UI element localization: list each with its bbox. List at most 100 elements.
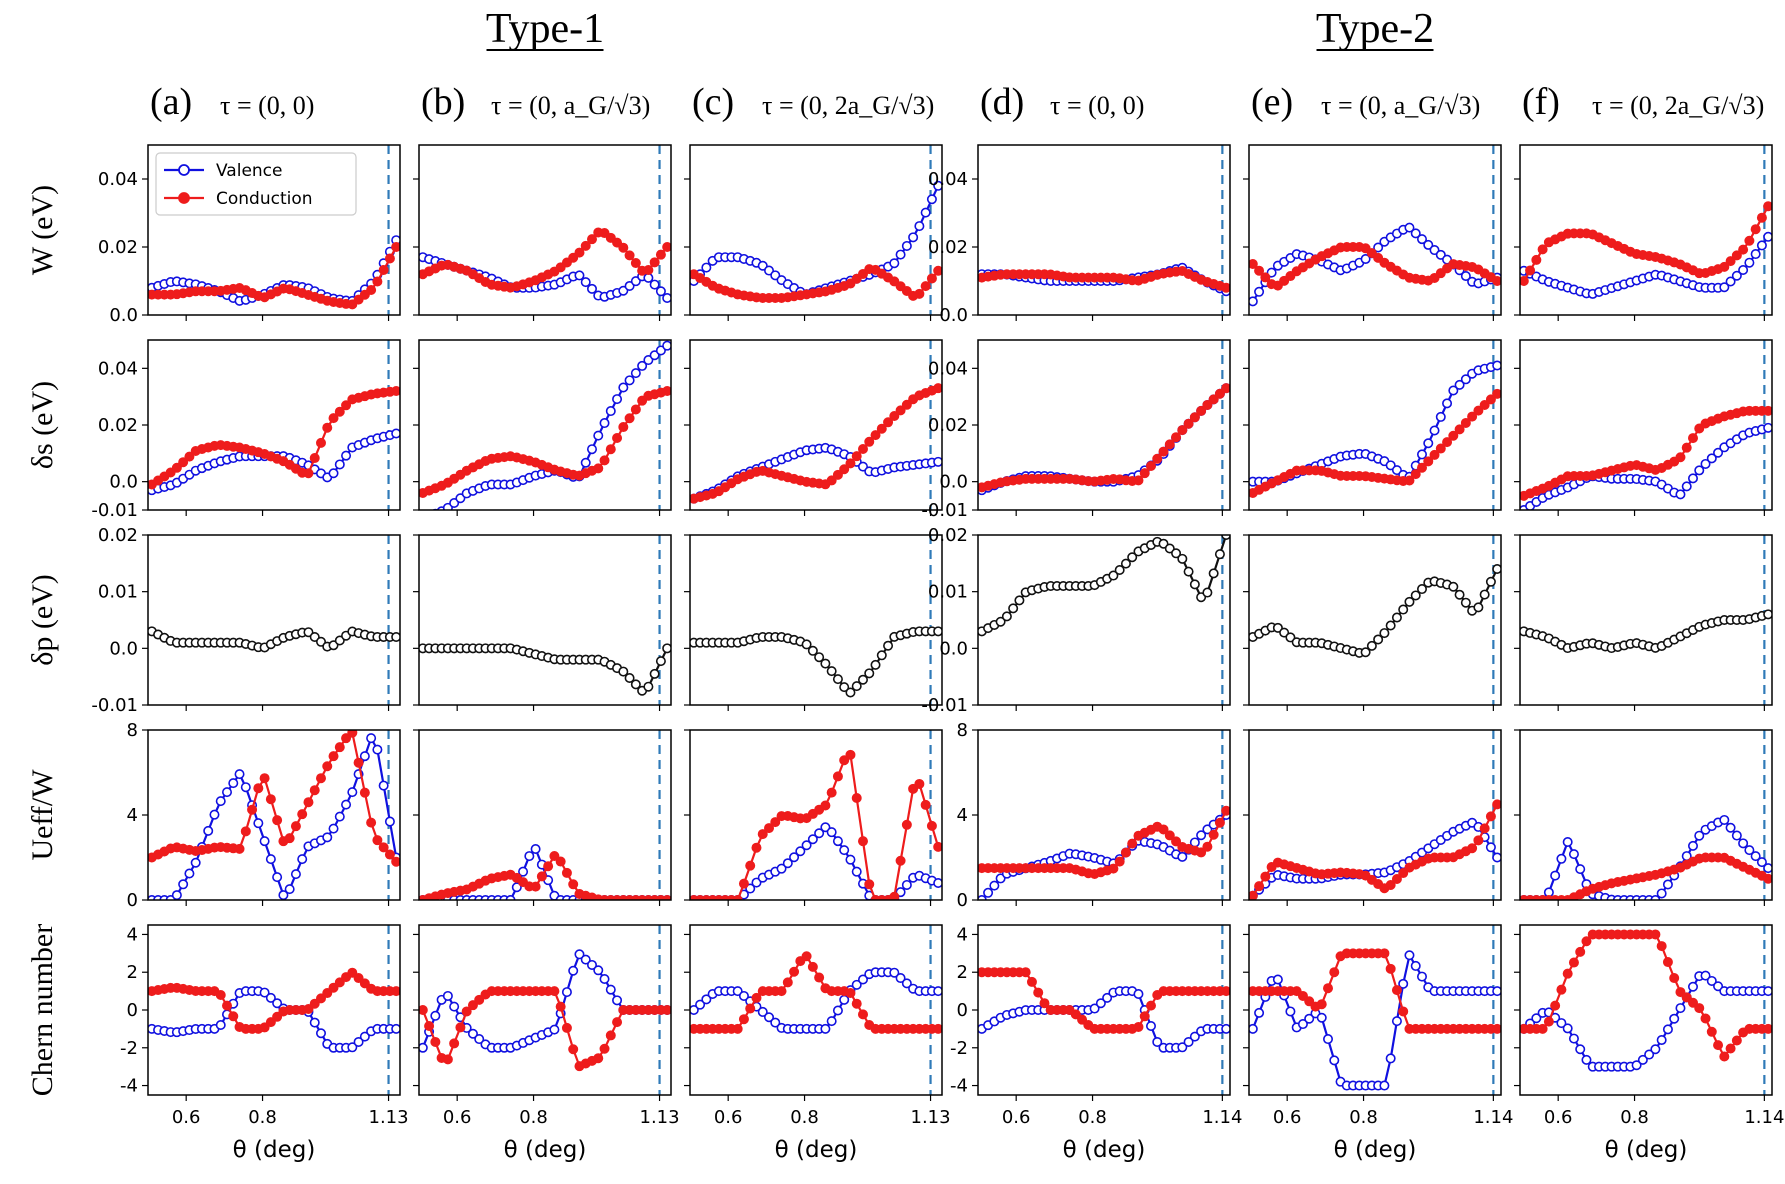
data-point <box>1644 1049 1655 1060</box>
data-point <box>586 959 597 970</box>
panel-b-delta_p <box>413 534 672 711</box>
y-tick-label: -2 <box>120 1038 138 1059</box>
data-point <box>419 1042 428 1053</box>
data-point <box>1221 383 1230 394</box>
y-tick-label: 4 <box>127 805 138 826</box>
data-point <box>883 417 894 428</box>
data-point <box>757 829 768 840</box>
data-point <box>259 773 270 784</box>
data-point <box>751 992 762 1003</box>
data-point <box>561 1022 572 1033</box>
panel-d-chern: -4 -2 0 2 4 0.6 0.8 1.14 θ (deg) <box>950 924 1242 1163</box>
data-point <box>1208 568 1219 579</box>
series-line-valence <box>1251 952 1498 1087</box>
data-point <box>738 990 749 1001</box>
panel-frame <box>689 924 943 1096</box>
data-point <box>1531 1013 1542 1024</box>
data-point <box>745 1003 756 1014</box>
data-point <box>1756 240 1767 251</box>
y-tick-label: 0 <box>957 1000 968 1021</box>
data-point <box>857 1009 868 1020</box>
data-point <box>1492 986 1501 997</box>
data-point <box>1562 968 1573 979</box>
panel-label: (d) <box>980 81 1024 123</box>
data-point <box>933 265 942 276</box>
data-point <box>1662 879 1673 890</box>
data-point <box>1221 282 1230 293</box>
data-point <box>1669 973 1680 984</box>
data-point <box>1183 1036 1194 1047</box>
panel-c-delta_p <box>684 534 943 711</box>
data-point <box>297 809 308 820</box>
data-point <box>1575 946 1586 957</box>
data-point <box>933 626 942 637</box>
panel-frame <box>977 144 1231 316</box>
x-axis-label: θ (deg) <box>233 1137 316 1163</box>
data-point <box>901 240 912 251</box>
data-point <box>1196 405 1207 416</box>
data-point <box>593 430 604 441</box>
data-point <box>425 512 433 520</box>
data-point <box>1196 830 1207 841</box>
data-point <box>171 890 182 900</box>
data-point <box>378 780 389 791</box>
data-point <box>1249 890 1258 900</box>
data-point <box>630 679 641 690</box>
panel-label: (a) <box>150 81 192 123</box>
data-point <box>391 242 400 252</box>
data-point <box>1750 224 1761 235</box>
data-point <box>789 966 800 977</box>
data-point <box>1260 272 1271 283</box>
data-point <box>1008 603 1019 614</box>
data-point <box>782 977 793 988</box>
data-point <box>290 869 301 880</box>
data-point <box>599 1043 610 1054</box>
data-point <box>857 974 868 985</box>
x-tick-label: 0.6 <box>714 1107 743 1128</box>
data-point <box>1416 584 1427 595</box>
data-point <box>536 871 547 882</box>
data-point <box>430 1010 441 1021</box>
data-point <box>474 994 485 1005</box>
data-point <box>1485 811 1496 822</box>
data-point <box>511 882 522 893</box>
data-point <box>801 840 812 851</box>
data-point <box>1473 405 1484 416</box>
data-point <box>637 395 648 406</box>
data-point <box>222 1000 233 1011</box>
data-point <box>1650 1044 1661 1055</box>
data-point <box>467 1000 478 1011</box>
data-point <box>334 742 345 753</box>
panel-label: (c) <box>692 81 734 123</box>
y-tick-label: 0.02 <box>98 237 138 258</box>
data-point <box>234 769 245 780</box>
series-line-valence <box>441 344 668 510</box>
data-point <box>738 1014 749 1025</box>
panel-a-W: 0.0 0.02 0.04 Valence Conduction <box>98 144 401 326</box>
data-point <box>690 1005 699 1015</box>
data-point <box>701 262 712 273</box>
data-point <box>372 276 383 287</box>
data-point <box>1373 634 1384 645</box>
data-point <box>933 841 942 852</box>
group-title-2: Type-2 <box>1316 6 1434 52</box>
x-tick-label: 0.8 <box>519 1107 548 1128</box>
data-point <box>1249 296 1258 307</box>
data-point <box>1177 1042 1188 1053</box>
panel-d-Ueff_over_W: 0 4 8 <box>957 720 1231 911</box>
panel-a-Ueff_over_W: 0 4 8 <box>127 720 401 911</box>
data-point <box>643 265 654 276</box>
data-point <box>1575 864 1586 875</box>
data-point <box>832 771 843 782</box>
data-point <box>1366 640 1377 651</box>
data-point <box>1738 265 1749 276</box>
data-point <box>1763 422 1772 433</box>
data-point <box>593 965 604 976</box>
data-point <box>228 1011 239 1022</box>
data-point <box>1485 394 1496 405</box>
data-point <box>1550 870 1561 881</box>
legend: Valence Conduction <box>155 152 357 216</box>
data-point <box>580 277 591 288</box>
data-point <box>1687 981 1698 992</box>
data-point <box>1171 432 1182 443</box>
